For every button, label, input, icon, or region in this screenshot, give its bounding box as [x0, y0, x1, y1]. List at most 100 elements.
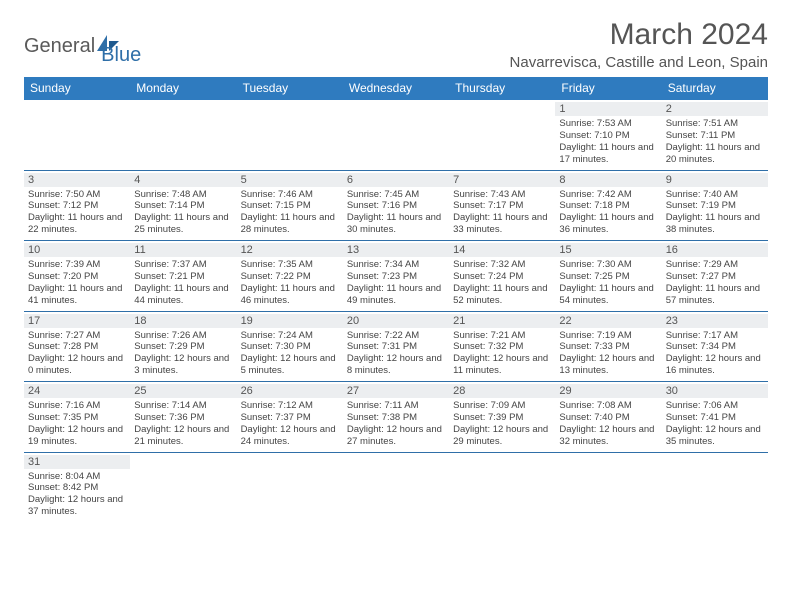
calendar-day-cell [343, 100, 449, 171]
day-sun-data: Sunrise: 7:22 AMSunset: 7:31 PMDaylight:… [347, 330, 445, 378]
weekday-header-row: Sunday Monday Tuesday Wednesday Thursday… [24, 77, 768, 100]
day-number: 23 [662, 314, 768, 328]
calendar-table: Sunday Monday Tuesday Wednesday Thursday… [24, 77, 768, 522]
day-number: 5 [237, 173, 343, 187]
calendar-day-cell: 21Sunrise: 7:21 AMSunset: 7:32 PMDayligh… [449, 311, 555, 382]
day-sun-data: Sunrise: 7:19 AMSunset: 7:33 PMDaylight:… [559, 330, 657, 378]
calendar-day-cell [130, 452, 236, 522]
calendar-day-cell: 19 Sunrise: 7:24 AMSunset: 7:30 PMDayligh… [237, 311, 343, 382]
day-number: 21 [449, 314, 555, 328]
calendar-body: 1 Sunrise: 7:53 AMSunset: 7:10 PMDaylight… [24, 100, 768, 523]
day-number: 27 [343, 384, 449, 398]
day-sun-data: Sunrise: 7:37 AMSunset: 7:21 PMDaylight:… [134, 259, 232, 307]
day-sun-data: Sunrise: 7:42 AMSunset: 7:18 PMDaylight:… [559, 189, 657, 237]
day-sun-data: Sunrise: 7:30 AMSunset: 7:25 PMDaylight:… [559, 259, 657, 307]
day-sun-data: Sunrise: 7:50 AMSunset: 7:12 PMDaylight:… [28, 189, 126, 237]
calendar-day-cell: 5Sunrise: 7:46 AMSunset: 7:15 PMDaylight… [237, 170, 343, 241]
weekday-header: Monday [130, 77, 236, 100]
calendar-day-cell: 13 Sunrise: 7:34 AMSunset: 7:23 PMDayligh… [343, 241, 449, 312]
day-number: 22 [555, 314, 661, 328]
calendar-day-cell: 30Sunrise: 7:06 AMSunset: 7:41 PMDayligh… [662, 382, 768, 453]
calendar-day-cell: 23 Sunrise: 7:17 AMSunset: 7:34 PMDayligh… [662, 311, 768, 382]
day-number: 2 [662, 102, 768, 116]
day-sun-data: Sunrise: 7:34 AMSunset: 7:23 PMDaylight:… [347, 259, 445, 307]
calendar-day-cell: 12 Sunrise: 7:35 AMSunset: 7:22 PMDayligh… [237, 241, 343, 312]
header: General Blue March 2024 Navarrevisca, Ca… [24, 18, 768, 71]
day-number: 12 [237, 243, 343, 257]
day-sun-data: Sunrise: 7:17 AMSunset: 7:34 PMDaylight:… [666, 330, 764, 378]
calendar-week-row: 3 Sunrise: 7:50 AMSunset: 7:12 PMDaylight… [24, 170, 768, 241]
day-number: 18 [130, 314, 236, 328]
day-sun-data: Sunrise: 7:26 AMSunset: 7:29 PMDaylight:… [134, 330, 232, 378]
day-sun-data: Sunrise: 7:48 AMSunset: 7:14 PMDaylight:… [134, 189, 232, 237]
calendar-day-cell [343, 452, 449, 522]
calendar-week-row: 17 Sunrise: 7:27 AMSunset: 7:28 PMDayligh… [24, 311, 768, 382]
calendar-day-cell [449, 452, 555, 522]
day-sun-data: Sunrise: 7:43 AMSunset: 7:17 PMDaylight:… [453, 189, 551, 237]
calendar-week-row: 10Sunrise: 7:39 AMSunset: 7:20 PMDayligh… [24, 241, 768, 312]
day-sun-data: Sunrise: 7:11 AMSunset: 7:38 PMDaylight:… [347, 400, 445, 448]
day-number: 13 [343, 243, 449, 257]
calendar-day-cell: 20 Sunrise: 7:22 AMSunset: 7:31 PMDayligh… [343, 311, 449, 382]
day-sun-data: Sunrise: 7:16 AMSunset: 7:35 PMDaylight:… [28, 400, 126, 448]
day-sun-data: Sunrise: 7:24 AMSunset: 7:30 PMDaylight:… [241, 330, 339, 378]
calendar-day-cell [449, 100, 555, 171]
day-sun-data: Sunrise: 7:29 AMSunset: 7:27 PMDaylight:… [666, 259, 764, 307]
day-number: 20 [343, 314, 449, 328]
weekday-header: Tuesday [237, 77, 343, 100]
day-sun-data: Sunrise: 7:40 AMSunset: 7:19 PMDaylight:… [666, 189, 764, 237]
calendar-day-cell: 2Sunrise: 7:51 AMSunset: 7:11 PMDaylight… [662, 100, 768, 171]
calendar-day-cell: 18 Sunrise: 7:26 AMSunset: 7:29 PMDayligh… [130, 311, 236, 382]
weekday-header: Saturday [662, 77, 768, 100]
calendar-day-cell [24, 100, 130, 171]
calendar-day-cell: 24 Sunrise: 7:16 AMSunset: 7:35 PMDayligh… [24, 382, 130, 453]
calendar-day-cell: 31Sunrise: 8:04 AMSunset: 8:42 PMDayligh… [24, 452, 130, 522]
day-sun-data: Sunrise: 7:32 AMSunset: 7:24 PMDaylight:… [453, 259, 551, 307]
calendar-day-cell: 15 Sunrise: 7:30 AMSunset: 7:25 PMDayligh… [555, 241, 661, 312]
day-sun-data: Sunrise: 7:35 AMSunset: 7:22 PMDaylight:… [241, 259, 339, 307]
calendar-day-cell: 17 Sunrise: 7:27 AMSunset: 7:28 PMDayligh… [24, 311, 130, 382]
day-number: 29 [555, 384, 661, 398]
calendar-day-cell: 10Sunrise: 7:39 AMSunset: 7:20 PMDayligh… [24, 241, 130, 312]
logo: General Blue [24, 26, 141, 67]
calendar-day-cell: 6 Sunrise: 7:45 AMSunset: 7:16 PMDaylight… [343, 170, 449, 241]
calendar-week-row: 1 Sunrise: 7:53 AMSunset: 7:10 PMDaylight… [24, 100, 768, 171]
day-sun-data: Sunrise: 7:14 AMSunset: 7:36 PMDaylight:… [134, 400, 232, 448]
day-sun-data: Sunrise: 7:53 AMSunset: 7:10 PMDaylight:… [559, 118, 657, 166]
day-number: 26 [237, 384, 343, 398]
calendar-day-cell: 16Sunrise: 7:29 AMSunset: 7:27 PMDayligh… [662, 241, 768, 312]
day-number: 10 [24, 243, 130, 257]
month-title: March 2024 [510, 18, 768, 52]
day-number: 4 [130, 173, 236, 187]
calendar-week-row: 24 Sunrise: 7:16 AMSunset: 7:35 PMDayligh… [24, 382, 768, 453]
day-sun-data: Sunrise: 7:09 AMSunset: 7:39 PMDaylight:… [453, 400, 551, 448]
day-number: 28 [449, 384, 555, 398]
day-number: 6 [343, 173, 449, 187]
day-number: 3 [24, 173, 130, 187]
calendar-day-cell: 9 Sunrise: 7:40 AMSunset: 7:19 PMDaylight… [662, 170, 768, 241]
day-number: 9 [662, 173, 768, 187]
calendar-document: General Blue March 2024 Navarrevisca, Ca… [0, 0, 792, 540]
calendar-day-cell: 14 Sunrise: 7:32 AMSunset: 7:24 PMDayligh… [449, 241, 555, 312]
location-subtitle: Navarrevisca, Castille and Leon, Spain [510, 54, 768, 71]
weekday-header: Wednesday [343, 77, 449, 100]
day-number: 7 [449, 173, 555, 187]
calendar-day-cell: 3 Sunrise: 7:50 AMSunset: 7:12 PMDaylight… [24, 170, 130, 241]
calendar-day-cell: 4 Sunrise: 7:48 AMSunset: 7:14 PMDaylight… [130, 170, 236, 241]
calendar-day-cell: 29Sunrise: 7:08 AMSunset: 7:40 PMDayligh… [555, 382, 661, 453]
calendar-day-cell [237, 452, 343, 522]
calendar-day-cell: 7 Sunrise: 7:43 AMSunset: 7:17 PMDaylight… [449, 170, 555, 241]
calendar-day-cell [662, 452, 768, 522]
logo-text-general: General [24, 35, 95, 58]
day-number: 14 [449, 243, 555, 257]
calendar-day-cell [555, 452, 661, 522]
day-sun-data: Sunrise: 7:27 AMSunset: 7:28 PMDaylight:… [28, 330, 126, 378]
day-number: 24 [24, 384, 130, 398]
day-number: 15 [555, 243, 661, 257]
calendar-week-row: 31Sunrise: 8:04 AMSunset: 8:42 PMDayligh… [24, 452, 768, 522]
day-number: 19 [237, 314, 343, 328]
day-number: 17 [24, 314, 130, 328]
day-number: 1 [555, 102, 661, 116]
day-sun-data: Sunrise: 7:45 AMSunset: 7:16 PMDaylight:… [347, 189, 445, 237]
day-number: 25 [130, 384, 236, 398]
